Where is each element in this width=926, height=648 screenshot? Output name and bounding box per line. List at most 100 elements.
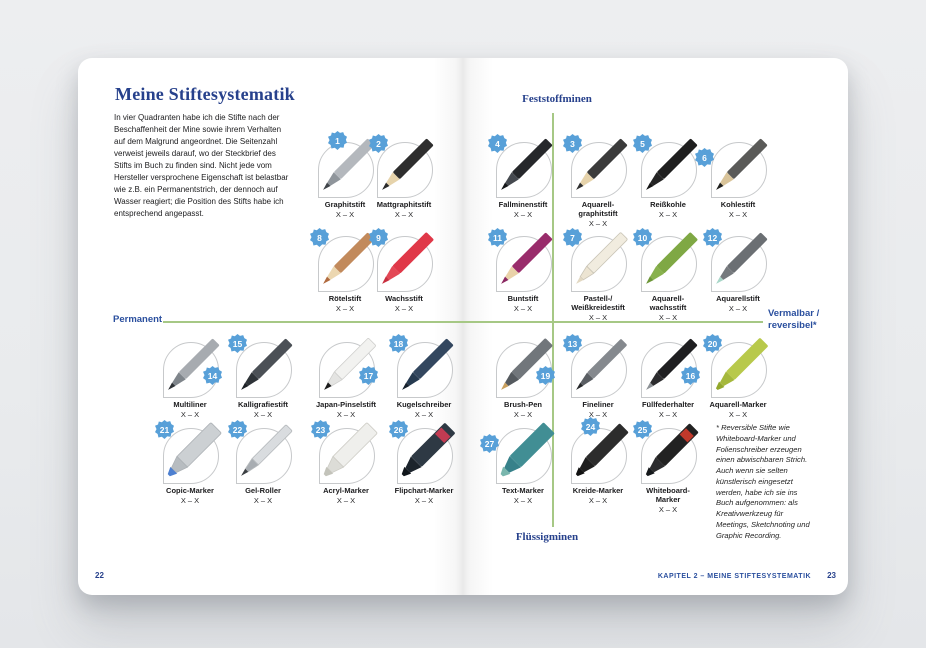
pen-drop-shape bbox=[571, 232, 628, 292]
pen-name: Kohlestift bbox=[720, 200, 756, 209]
pen-icon bbox=[646, 338, 698, 390]
pen-icon bbox=[241, 338, 293, 390]
pen-card: 16 Füllfederhalter X – X bbox=[625, 338, 711, 419]
pen-number: 14 bbox=[207, 370, 218, 381]
pen-drop-shape bbox=[571, 138, 628, 198]
pen-card: 13 Fineliner X – X bbox=[555, 334, 641, 419]
pen-name: Whiteboard- Marker bbox=[646, 486, 690, 504]
pen-name: Fineliner bbox=[582, 400, 614, 409]
pen-pages: X – X bbox=[658, 210, 678, 219]
pen-card: 9 Wachsstift X – X bbox=[361, 228, 447, 313]
pen-card: 1 Graphitstift X – X bbox=[302, 131, 388, 219]
pen-name: Füllfederhalter bbox=[641, 400, 695, 409]
pen-pages: X – X bbox=[180, 410, 200, 419]
pen-number: 17 bbox=[363, 370, 374, 381]
pen-name: Rötelstift bbox=[328, 294, 362, 303]
pen-number: 5 bbox=[640, 138, 645, 149]
pen-icon bbox=[402, 338, 454, 390]
pen-number: 8 bbox=[317, 232, 322, 243]
pen-pages: X – X bbox=[728, 210, 748, 219]
pen-card: 11 Buntstift X – X bbox=[480, 228, 566, 313]
pen-drop-shape bbox=[236, 338, 293, 398]
pen-pages: X – X bbox=[513, 304, 533, 313]
pen-icon bbox=[646, 232, 698, 284]
pen-name: Wachsstift bbox=[385, 294, 423, 303]
pen-pages: X – X bbox=[588, 313, 608, 322]
pen-number-badge: 11 bbox=[488, 228, 507, 247]
pen-number-badge: 5 bbox=[633, 134, 652, 153]
pen-card: 17 Japan-Pinselstift X – X bbox=[303, 338, 389, 419]
pen-name: Reißkohle bbox=[650, 200, 686, 209]
pen-pages: X – X bbox=[336, 496, 356, 505]
page-number-left: 22 bbox=[95, 571, 104, 580]
pen-drop-shape bbox=[377, 138, 434, 198]
pen-drop-shape bbox=[318, 232, 375, 292]
pen-number-badge: 9 bbox=[369, 228, 388, 247]
pen-card: 19 Brush-Pen X – X bbox=[480, 338, 566, 419]
pen-icon bbox=[501, 138, 553, 190]
pen-number: 23 bbox=[315, 424, 326, 435]
pen-number-badge: 25 bbox=[633, 420, 652, 439]
pen-pages: X – X bbox=[335, 210, 355, 219]
pen-pages: X – X bbox=[394, 304, 414, 313]
pen-number-badge: 10 bbox=[633, 228, 652, 247]
chapter-footer: KAPITEL 2 – MEINE STIFTESYSTEMATIK bbox=[657, 573, 812, 580]
pen-number: 12 bbox=[707, 232, 718, 243]
pen-icon bbox=[501, 338, 553, 390]
pen-number-badge: 20 bbox=[703, 334, 722, 353]
pen-card: 8 Rötelstift X – X bbox=[302, 228, 388, 313]
footer-right: KAPITEL 2 – MEINE STIFTESYSTEMATIK 23 bbox=[560, 571, 836, 580]
pen-drop-shape bbox=[236, 424, 293, 484]
pen-card: 23 Acryl-Marker X – X bbox=[303, 420, 389, 505]
pen-pages: X – X bbox=[336, 410, 356, 419]
pen-drop-shape bbox=[496, 422, 555, 484]
pen-number-badge: 6 bbox=[695, 148, 714, 167]
pen-card: 21 Copic-Marker X – X bbox=[147, 420, 233, 505]
page-number-right: 23 bbox=[827, 571, 836, 580]
pen-number: 21 bbox=[159, 424, 170, 435]
pen-number-badge: 2 bbox=[369, 134, 388, 153]
pen-number: 27 bbox=[484, 438, 495, 449]
book-spread bbox=[78, 58, 848, 595]
pen-icon bbox=[382, 232, 434, 284]
pen-name: Aquarell- graphitstift bbox=[578, 200, 618, 218]
pen-card: 14 Multiliner X – X bbox=[147, 338, 233, 419]
pen-card: 2 Mattgraphitstift X – X bbox=[361, 134, 447, 219]
footnote: * Reversible Stifte wie Whiteboard-Marke… bbox=[716, 423, 810, 540]
pen-pages: X – X bbox=[180, 496, 200, 505]
pen-icon bbox=[324, 338, 376, 390]
pen-number-badge: 24 bbox=[581, 417, 600, 436]
pen-drop-shape bbox=[377, 232, 434, 292]
pen-number: 9 bbox=[376, 232, 381, 243]
pen-icon bbox=[575, 423, 629, 477]
pen-name: Kreide-Marker bbox=[572, 486, 624, 495]
pen-icon bbox=[716, 232, 768, 284]
pen-card: 18 Kugelschreiber X – X bbox=[381, 334, 467, 419]
pen-number-badge: 12 bbox=[703, 228, 722, 247]
intro-paragraph: In vier Quadranten habe ich die Stifte n… bbox=[114, 113, 289, 218]
pen-pages: X – X bbox=[588, 496, 608, 505]
pen-name: Acryl-Marker bbox=[323, 486, 369, 495]
pen-number-badge: 19 bbox=[536, 366, 555, 385]
pen-pages: X – X bbox=[588, 219, 608, 228]
pen-name: Gel-Roller bbox=[245, 486, 281, 495]
pen-icon bbox=[323, 138, 375, 190]
pen-drop-shape bbox=[641, 138, 698, 198]
pen-icon bbox=[716, 138, 768, 190]
pen-name: Fallminenstift bbox=[498, 200, 548, 209]
pen-number-badge: 16 bbox=[681, 366, 700, 385]
pen-number-badge: 3 bbox=[563, 134, 582, 153]
axis-label-fluessigminen: Flüssigminen bbox=[515, 531, 579, 543]
pen-name: Text-Marker bbox=[502, 486, 544, 495]
vertical-axis-line bbox=[552, 113, 554, 527]
pen-name: Multiliner bbox=[173, 400, 207, 409]
pen-number: 7 bbox=[570, 232, 575, 243]
pen-card: 25 Whiteboard- Marker X – X bbox=[625, 420, 711, 514]
pen-card: 20 Aquarell-Marker X – X bbox=[695, 334, 781, 419]
pen-number-badge: 1 bbox=[328, 131, 347, 150]
pen-card: 26 Flipchart-Marker X – X bbox=[381, 420, 467, 505]
pen-pages: X – X bbox=[513, 410, 533, 419]
pen-card: 6 Kohlestift X – X bbox=[695, 138, 781, 219]
pen-icon bbox=[500, 422, 555, 477]
